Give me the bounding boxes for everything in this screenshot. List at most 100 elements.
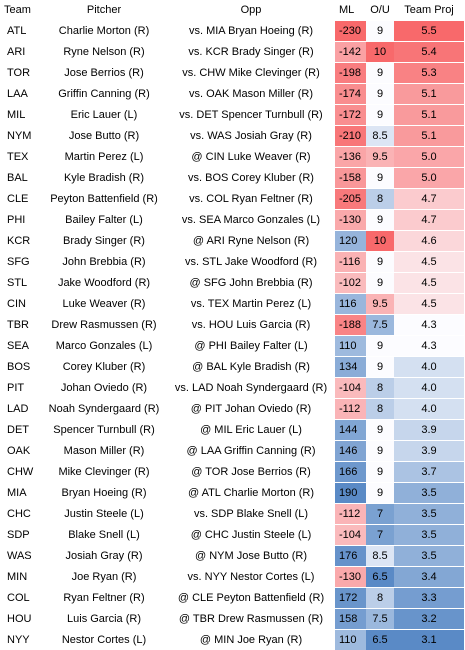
header-pitcher: Pitcher [41,0,167,21]
ou-cell: 7.5 [366,609,394,630]
ml-cell: 144 [335,420,366,441]
header-row: Team Pitcher Opp ML O/U Team Proj [1,0,464,21]
opp-cell: vs. LAD Noah Syndergaard (R) [167,378,335,399]
proj-cell: 4.6 [394,231,464,252]
proj-cell: 5.1 [394,84,464,105]
opp-cell: vs. KCR Brady Singer (R) [167,42,335,63]
pitcher-cell: Noah Syndergaard (R) [41,399,167,420]
opp-cell: vs. DET Spencer Turnbull (R) [167,105,335,126]
opp-cell: vs. TEX Martin Perez (L) [167,294,335,315]
team-cell: MIN [1,567,41,588]
pitcher-cell: Johan Oviedo (R) [41,378,167,399]
ou-cell: 9.5 [366,294,394,315]
proj-cell: 4.0 [394,378,464,399]
team-cell: LAA [1,84,41,105]
ou-cell: 9.5 [366,147,394,168]
ou-cell: 9 [366,441,394,462]
ml-cell: -142 [335,42,366,63]
ou-cell: 8 [366,189,394,210]
ml-cell: 146 [335,441,366,462]
proj-cell: 4.5 [394,294,464,315]
ou-cell: 9 [366,483,394,504]
ou-cell: 9 [366,168,394,189]
ou-cell: 9 [366,336,394,357]
pitcher-cell: Spencer Turnbull (R) [41,420,167,441]
proj-cell: 3.9 [394,420,464,441]
ou-cell: 9 [366,63,394,84]
pitcher-cell: Brady Singer (R) [41,231,167,252]
ou-cell: 10 [366,42,394,63]
pitcher-cell: Peyton Battenfield (R) [41,189,167,210]
opp-cell: @ LAA Griffin Canning (R) [167,441,335,462]
team-cell: TBR [1,315,41,336]
opp-cell: vs. NYY Nestor Cortes (L) [167,567,335,588]
team-cell: WAS [1,546,41,567]
ou-cell: 7 [366,504,394,525]
ou-cell: 7 [366,525,394,546]
team-cell: CLE [1,189,41,210]
ml-cell: 116 [335,294,366,315]
ou-cell: 9 [366,252,394,273]
team-cell: KCR [1,231,41,252]
pitcher-cell: Blake Snell (L) [41,525,167,546]
pitcher-cell: Nestor Cortes (L) [41,630,167,650]
team-cell: ARI [1,42,41,63]
proj-cell: 4.3 [394,336,464,357]
opp-cell: @ PHI Bailey Falter (L) [167,336,335,357]
opp-cell: vs. BOS Corey Kluber (R) [167,168,335,189]
ml-cell: -205 [335,189,366,210]
ml-cell: -130 [335,567,366,588]
proj-cell: 4.7 [394,210,464,231]
header-opp: Opp [167,0,335,21]
pitcher-cell: Justin Steele (L) [41,504,167,525]
ml-cell: -172 [335,105,366,126]
ou-cell: 9 [366,273,394,294]
ou-cell: 8 [366,588,394,609]
team-cell: OAK [1,441,41,462]
pitcher-cell: Kyle Bradish (R) [41,168,167,189]
pitcher-cell: Marco Gonzales (L) [41,336,167,357]
ml-cell: -136 [335,147,366,168]
pitcher-cell: Mike Clevinger (R) [41,462,167,483]
proj-cell: 3.5 [394,504,464,525]
proj-cell: 3.3 [394,588,464,609]
opp-cell: @ MIL Eric Lauer (L) [167,420,335,441]
pitcher-cell: Martin Perez (L) [41,147,167,168]
ml-cell: -174 [335,84,366,105]
team-cell: TOR [1,63,41,84]
pitcher-cell: Ryne Nelson (R) [41,42,167,63]
opp-cell: @ MIN Joe Ryan (R) [167,630,335,650]
ml-cell: -112 [335,504,366,525]
ml-cell: -130 [335,210,366,231]
pitcher-cell: Luis Garcia (R) [41,609,167,630]
team-cell: DET [1,420,41,441]
opp-cell: @ CLE Peyton Battenfield (R) [167,588,335,609]
opp-cell: vs. HOU Luis Garcia (R) [167,315,335,336]
proj-cell: 5.3 [394,63,464,84]
ml-cell: -230 [335,21,366,42]
proj-cell: 3.1 [394,630,464,650]
pitcher-cell: John Brebbia (R) [41,252,167,273]
proj-cell: 3.5 [394,525,464,546]
ou-cell: 6.5 [366,567,394,588]
team-cell: STL [1,273,41,294]
ou-cell: 10 [366,231,394,252]
pitcher-cell: Ryan Feltner (R) [41,588,167,609]
opp-cell: vs. MIA Bryan Hoeing (R) [167,21,335,42]
ou-cell: 9 [366,462,394,483]
opp-cell: @ CIN Luke Weaver (R) [167,147,335,168]
